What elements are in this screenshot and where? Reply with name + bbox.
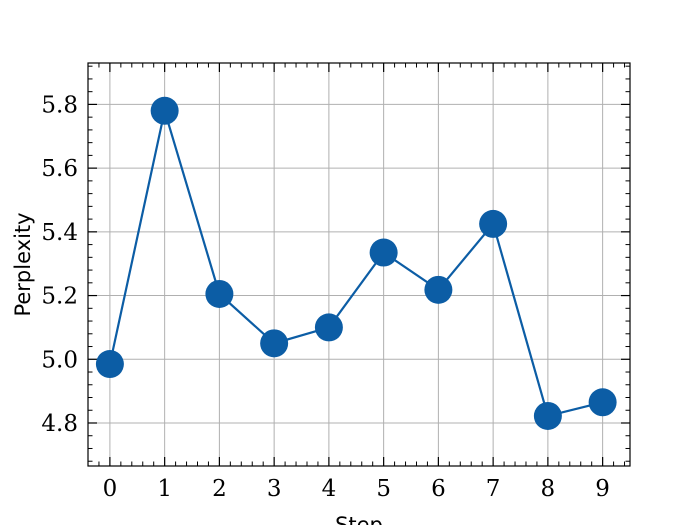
x-tick-label: 7 [486, 476, 501, 502]
plot-frame [87, 62, 631, 467]
series [95, 96, 617, 430]
y-tick-label: 4.8 [41, 411, 78, 437]
data-point [588, 388, 617, 417]
series-line [108, 110, 603, 418]
x-tick-label: 4 [322, 476, 337, 502]
data-point [424, 275, 453, 304]
data-point [314, 313, 343, 342]
data-point [260, 329, 289, 358]
x-axis-label: Step [335, 513, 383, 525]
y-axis-label: Perplexity [11, 212, 35, 316]
x-tick-label: 1 [157, 476, 172, 502]
x-tick-label: 0 [103, 476, 118, 502]
tick-labels: 0 1 2 3 4 5 6 7 8 9 4.8 5.0 5.2 5.4 5.6 5.8 [41, 92, 610, 502]
data-point [369, 238, 398, 267]
data-point [205, 279, 234, 308]
y-tick-label: 5.2 [41, 284, 78, 310]
data-point [533, 401, 562, 430]
x-tick-label: 9 [595, 476, 610, 502]
x-tick-label: 3 [267, 476, 282, 502]
y-tick-label: 5.0 [41, 347, 78, 373]
data-point [479, 209, 508, 238]
axis-ticks [87, 63, 630, 466]
y-tick-label: 5.8 [41, 92, 78, 118]
x-tick-label: 6 [431, 476, 446, 502]
y-tick-label: 5.4 [41, 220, 78, 246]
y-tick-label: 5.6 [41, 156, 78, 182]
x-tick-label: 5 [376, 476, 391, 502]
data-point [95, 350, 124, 379]
x-tick-label: 8 [541, 476, 556, 502]
data-point [150, 96, 179, 125]
x-tick-label: 2 [212, 476, 227, 502]
